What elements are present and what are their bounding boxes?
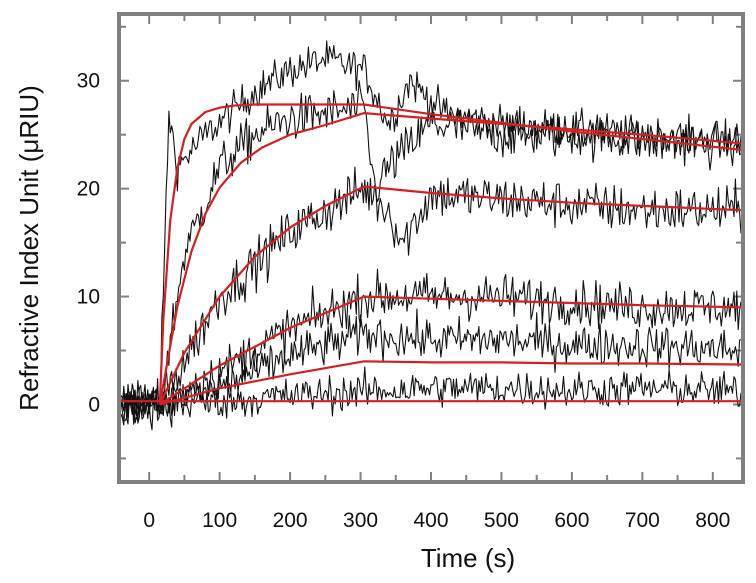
x-tick-label: 400 [413, 509, 448, 532]
x-tick-label: 800 [695, 509, 730, 532]
x-tick-label: 700 [625, 509, 660, 532]
y-tick-label: 10 [77, 286, 100, 309]
x-tick-label: 300 [343, 509, 378, 532]
fit-curve-4 [159, 295, 741, 406]
fit-curve-5 [159, 360, 741, 406]
fit-curve-3 [158, 185, 741, 405]
raw-trace-6 [121, 366, 741, 419]
x-tick-label: 200 [273, 509, 308, 532]
series-layer [121, 40, 741, 431]
y-axis-title: Refractive Index Unit (μRIU) [14, 85, 44, 411]
plot-frame [117, 12, 745, 484]
y-tick-label: 0 [88, 393, 100, 416]
x-tick-label: 0 [143, 509, 155, 532]
y-tick-label: 20 [77, 178, 100, 201]
raw-trace-5 [121, 308, 741, 431]
raw-trace-4 [121, 268, 741, 426]
x-tick-label: 100 [202, 509, 237, 532]
x-tick-label: 500 [484, 509, 519, 532]
x-axis-title: Time (s) [421, 543, 515, 573]
fit-curve-2 [158, 112, 741, 405]
y-tick-label: 30 [77, 70, 100, 93]
x-tick-label: 600 [554, 509, 589, 532]
tick-labels: 0 100 200 300 400 500 600 700 800 0 10 20 30 [77, 70, 731, 532]
